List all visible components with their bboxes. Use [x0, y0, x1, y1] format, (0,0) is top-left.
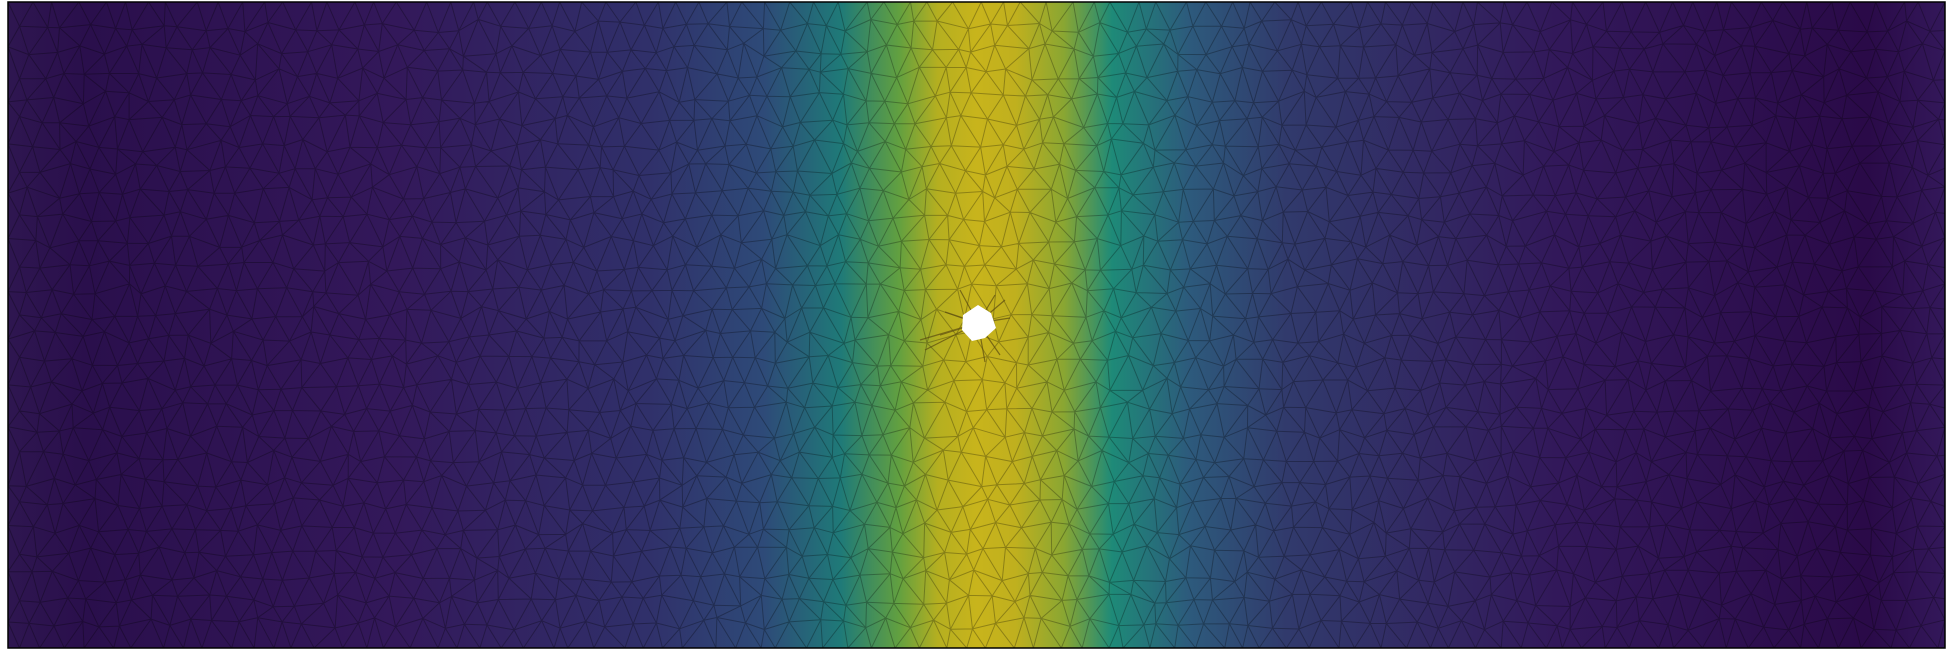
mesh-edges: [8, 2, 1945, 648]
distorted-elements: [919, 289, 1011, 363]
central-hole-icon: [962, 305, 996, 341]
mesh-triangle-lines: [8, 2, 1945, 648]
plot-border: [7, 1, 1946, 649]
distorted-element-edges: [919, 289, 1011, 363]
